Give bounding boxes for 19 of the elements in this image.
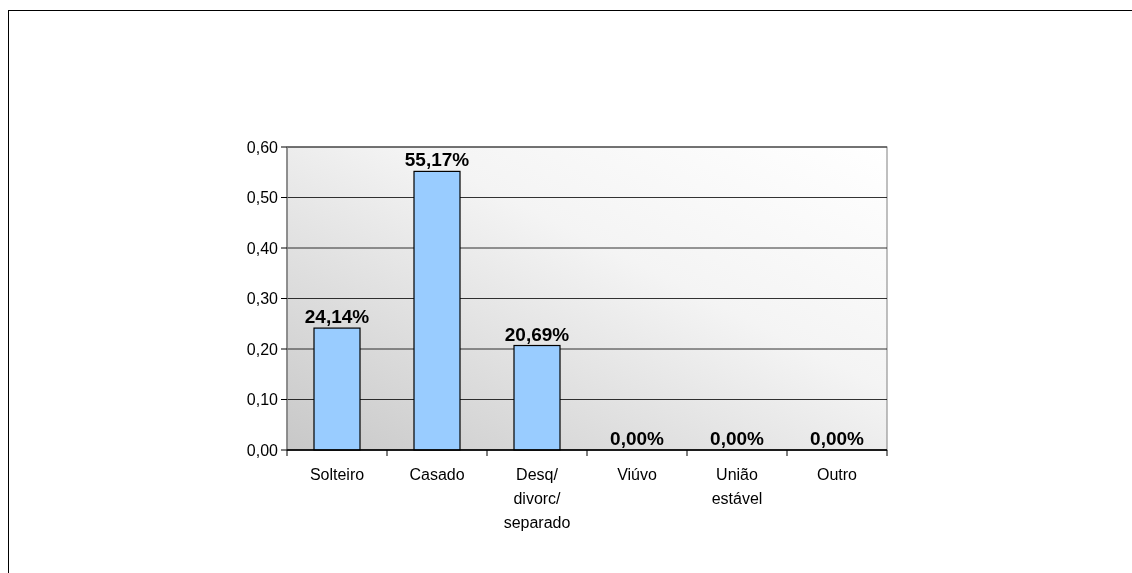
x-tick-label: Outro xyxy=(816,466,858,483)
x-tick-label: Casado xyxy=(409,466,465,483)
y-tick-label: 0,10 xyxy=(246,391,279,409)
y-tick-label: 0,30 xyxy=(246,290,279,308)
data-label: 0,00% xyxy=(710,428,765,449)
x-tick-label: Desq/ divorc/ separado xyxy=(503,466,571,531)
y-tick-label: 0,40 xyxy=(246,239,279,257)
data-label: 0,00% xyxy=(810,428,865,449)
y-tick-label: 0,60 xyxy=(246,138,279,156)
y-tick-label: 0,20 xyxy=(246,340,279,358)
x-tick-label: União estável xyxy=(711,466,763,507)
data-label: 55,17% xyxy=(404,149,470,171)
x-tick-label: Solteiro xyxy=(309,466,365,483)
x-tick-label: Viúvo xyxy=(617,466,657,483)
data-label: 24,14% xyxy=(304,306,370,328)
y-tick-label: 0,00 xyxy=(246,441,279,459)
data-label: 20,69% xyxy=(504,323,570,345)
data-label: 0,00% xyxy=(610,428,665,449)
y-tick-label: 0,50 xyxy=(246,189,279,207)
